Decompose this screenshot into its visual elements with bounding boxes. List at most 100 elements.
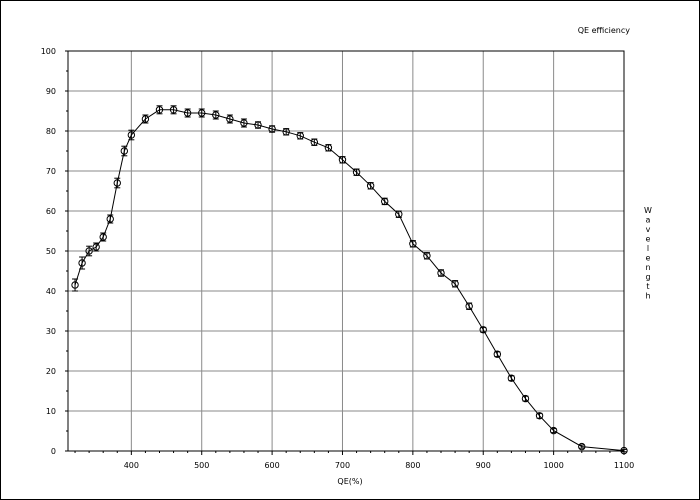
marker [507, 374, 516, 382]
data-point [198, 108, 206, 118]
data-point [120, 145, 129, 157]
data-point [296, 132, 304, 140]
data-point [338, 156, 347, 164]
x-tick-label: 700 [335, 461, 350, 470]
y-tick-label: 10 [46, 407, 56, 416]
data-point [226, 114, 234, 124]
data-point [507, 374, 516, 382]
x-tick-label: 400 [124, 461, 139, 470]
marker [183, 109, 192, 117]
y-tick-label: 90 [46, 87, 56, 96]
data-point [254, 121, 262, 129]
marker [578, 442, 586, 451]
marker [549, 426, 558, 435]
data-point [352, 168, 361, 176]
data-point [366, 182, 375, 190]
marker [381, 197, 389, 206]
marker [395, 210, 403, 218]
data-point [92, 242, 100, 252]
marker [282, 128, 290, 136]
marker [198, 109, 206, 117]
data-point [78, 256, 86, 270]
y-tick-label: 60 [46, 207, 56, 216]
data-point [212, 110, 220, 120]
y-tick-label: 20 [46, 367, 56, 376]
marker [240, 119, 248, 127]
marker [71, 281, 79, 289]
y-tick-label: 40 [46, 287, 56, 296]
marker [99, 233, 107, 241]
marker [127, 131, 136, 139]
data-point [395, 210, 403, 218]
data-point [549, 426, 558, 435]
marker [352, 168, 361, 176]
marker [254, 121, 262, 129]
marker [141, 115, 150, 123]
data-point [324, 144, 333, 152]
data-point [578, 442, 586, 451]
x-tick-label: 600 [264, 461, 279, 470]
data-point [85, 245, 93, 257]
marker [106, 215, 114, 223]
data-point [113, 177, 121, 189]
data-point [423, 252, 431, 260]
marker [451, 280, 459, 288]
marker [324, 144, 333, 152]
x-tick-label: 900 [476, 461, 491, 470]
data-point [240, 118, 248, 128]
marker [155, 106, 164, 114]
x-axis-label: QE(%) [337, 477, 362, 486]
marker [113, 179, 121, 187]
data-point [141, 114, 150, 124]
y-tick-label: 100 [41, 47, 56, 56]
marker [226, 115, 234, 123]
data-point [535, 412, 544, 420]
data-point [521, 394, 530, 403]
data-point [106, 214, 114, 224]
marker [92, 243, 100, 251]
marker [535, 412, 544, 420]
data-point [268, 125, 276, 133]
marker [296, 132, 304, 140]
grid [68, 50, 625, 452]
data-point [169, 105, 178, 115]
y-tick-label: 80 [46, 127, 56, 136]
marker [366, 182, 375, 190]
data-point [183, 108, 192, 118]
y-tick-label: 50 [46, 247, 56, 256]
marker [338, 156, 347, 164]
x-axis: 400 500 600 700 800 900 1000 1100 [74, 451, 634, 470]
marker [437, 269, 445, 277]
data-point [381, 197, 389, 206]
y-axis: 0 10 20 30 40 50 60 70 80 90 100 [41, 47, 68, 456]
marker [521, 394, 530, 403]
y-tick-label: 0 [51, 447, 56, 456]
marker [212, 111, 220, 119]
data-point [99, 232, 107, 242]
series-line [74, 109, 625, 452]
marker [479, 326, 487, 334]
x-tick-label: 800 [405, 461, 420, 470]
marker [493, 350, 502, 358]
data-point [479, 326, 487, 334]
marker [85, 247, 93, 255]
marker [409, 240, 417, 248]
marker [120, 147, 129, 155]
data-point [465, 302, 473, 310]
marker [310, 138, 319, 146]
y-tick-label: 30 [46, 327, 56, 336]
data-markers [71, 105, 628, 455]
x-tick-label: 1100 [614, 461, 634, 470]
marker [78, 259, 86, 267]
x-tick-label: 1000 [543, 461, 563, 470]
marker [465, 302, 473, 310]
data-point [620, 446, 628, 455]
data-point [310, 138, 319, 146]
marker [268, 125, 276, 133]
data-point [437, 269, 445, 277]
data-point [127, 129, 136, 141]
x-tick-label: 500 [194, 461, 209, 470]
